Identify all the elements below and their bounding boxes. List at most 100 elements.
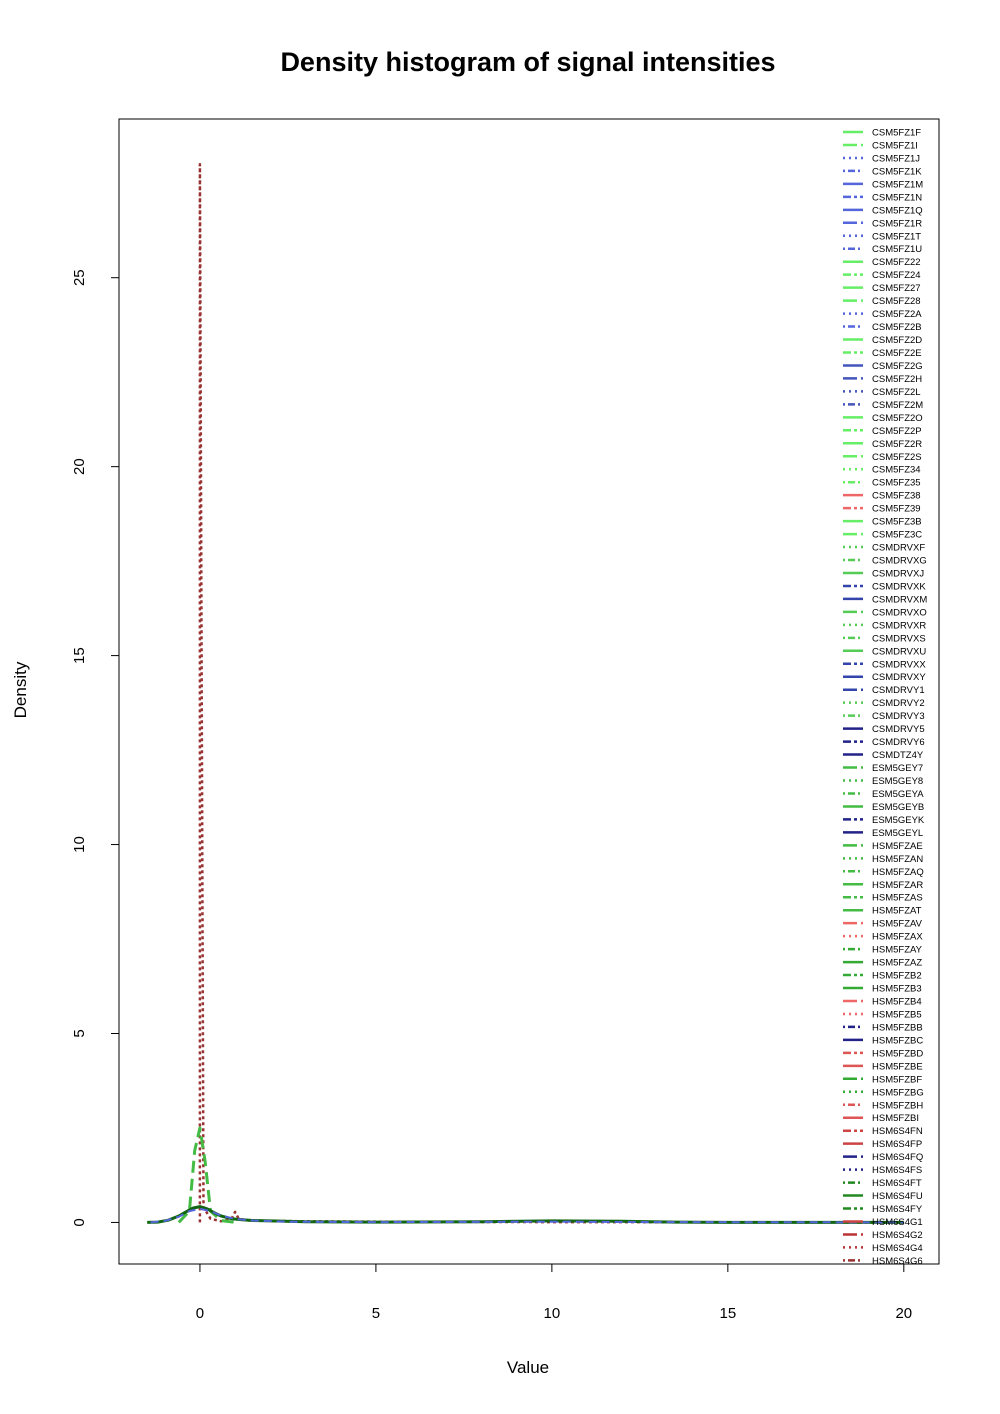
legend-label: HSM5FZB3 xyxy=(872,984,922,995)
series-line-CSMDRVXM xyxy=(150,1207,904,1224)
legend-label: CSM5FZ2R xyxy=(872,439,922,450)
legend-label: HSM5FZBD xyxy=(872,1048,923,1059)
plot-frame xyxy=(118,118,940,1265)
legend-label: CSMDRVY5 xyxy=(872,724,925,735)
legend-label: CSM5FZ2O xyxy=(872,413,923,424)
legend-label: HSM5FZAQ xyxy=(872,867,924,878)
legend-label: CSM5FZ1M xyxy=(872,179,923,190)
legend-label: HSM6S4G4 xyxy=(872,1243,923,1254)
legend-label: HSM6S4FU xyxy=(872,1191,923,1202)
series-lines xyxy=(147,163,904,1224)
chart-title: Density histogram of signal intensities xyxy=(280,47,775,77)
legend-label: HSM6S4FY xyxy=(872,1204,923,1215)
legend-label: CSM5FZ1T xyxy=(872,231,921,242)
legend-label: CSM5FZ27 xyxy=(872,283,921,294)
legend-label: CSMDRVY2 xyxy=(872,698,925,709)
legend-label: CSM5FZ1F xyxy=(872,128,921,139)
legend-label: HSM5FZAY xyxy=(872,945,923,956)
legend-label: CSMDRVXU xyxy=(872,646,926,657)
legend-label: CSMDRVXO xyxy=(872,607,927,618)
legend-label: CSMDRVXR xyxy=(872,620,926,631)
x-axis-label: Value xyxy=(507,1358,549,1377)
legend-label: HSM5FZBH xyxy=(872,1100,923,1111)
x-tick-label: 20 xyxy=(895,1305,912,1322)
legend-label: HSM5FZAS xyxy=(872,893,923,904)
legend-label: CSM5FZ1R xyxy=(872,218,922,229)
legend-label: CSM5FZ2P xyxy=(872,426,922,437)
legend-label: CSM5FZ28 xyxy=(872,296,921,307)
legend-label: HSM5FZBG xyxy=(872,1087,924,1098)
legend-label: HSM5FZBB xyxy=(872,1022,923,1033)
legend-label: ESM5GEYL xyxy=(872,828,923,839)
y-tick-label: 5 xyxy=(71,1029,88,1037)
y-tick-label: 20 xyxy=(71,458,88,475)
legend-label: HSM5FZBC xyxy=(872,1035,923,1046)
legend-label: HSM5FZAZ xyxy=(872,958,922,969)
legend-label: CSM5FZ24 xyxy=(872,270,921,281)
y-tick-label: 15 xyxy=(71,647,88,664)
legend-label: HSM5FZAR xyxy=(872,880,923,891)
legend-label: CSM5FZ2H xyxy=(872,374,922,385)
legend-label: CSMDTZ4Y xyxy=(872,750,924,761)
legend-label: HSM5FZAE xyxy=(872,841,923,852)
legend-label: HSM6S4FQ xyxy=(872,1152,923,1163)
legend-label: CSM5FZ1J xyxy=(872,153,920,164)
legend-label: CSM5FZ22 xyxy=(872,257,921,268)
legend-label: CSM5FZ2B xyxy=(872,322,922,333)
y-axis-label: Density xyxy=(11,661,30,718)
legend-label: HSM5FZAN xyxy=(872,854,923,865)
legend-label: CSM5FZ2D xyxy=(872,335,922,346)
legend-label: HSM5FZAX xyxy=(872,932,923,943)
legend-label: CSMDRVXJ xyxy=(872,568,924,579)
legend-label: ESM5GEY8 xyxy=(872,776,923,787)
legend-label: CSMDRVXK xyxy=(872,581,926,592)
legend-label: CSM5FZ2L xyxy=(872,387,921,398)
legend-label: CSMDRVXS xyxy=(872,633,926,644)
legend-label: CSMDRVXG xyxy=(872,556,927,567)
legend-label: CSM5FZ2S xyxy=(872,452,922,463)
legend-label: CSMDRVXF xyxy=(872,543,925,554)
series-line-HSM5FZB3 xyxy=(177,1126,236,1224)
legend-label: CSMDRVXX xyxy=(872,659,926,670)
legend-label: CSM5FZ34 xyxy=(872,465,921,476)
legend-label: CSMDRVY1 xyxy=(872,685,925,696)
legend-label: CSM5FZ2A xyxy=(872,309,922,320)
legend-label: HSM5FZAV xyxy=(872,919,923,930)
legend-label: CSMDRVXY xyxy=(872,672,926,683)
legend-label: HSM6S4G2 xyxy=(872,1230,923,1241)
legend-label: CSM5FZ2M xyxy=(872,400,923,411)
y-tick-label: 10 xyxy=(71,836,88,853)
legend-label: ESM5GEYK xyxy=(872,815,925,826)
legend-label: HSM5FZB5 xyxy=(872,1009,922,1020)
legend-label: ESM5GEYA xyxy=(872,789,924,800)
legend-label: ESM5GEY7 xyxy=(872,763,923,774)
legend-label: CSMDRVXM xyxy=(872,594,927,605)
legend-label: HSM6S4G6 xyxy=(872,1256,923,1267)
x-tick-label: 5 xyxy=(372,1305,380,1322)
legend-label: HSM5FZB2 xyxy=(872,971,922,982)
x-tick-label: 0 xyxy=(196,1305,204,1322)
legend-label: CSM5FZ1K xyxy=(872,166,922,177)
x-tick-label: 10 xyxy=(544,1305,561,1322)
legend-label: CSM5FZ2E xyxy=(872,348,922,359)
legend-label: CSMDRVY6 xyxy=(872,737,925,748)
y-tick-label: 25 xyxy=(71,269,88,286)
legend-label: ESM5GEYB xyxy=(872,802,924,813)
legend-label: HSM5FZB4 xyxy=(872,996,922,1007)
legend-label: CSM5FZ2G xyxy=(872,361,923,372)
legend-label: CSM5FZ3B xyxy=(872,517,922,528)
legend-label: HSM5FZBE xyxy=(872,1061,923,1072)
legend-label: HSM5FZBF xyxy=(872,1074,922,1085)
legend-label: HSM6S4FT xyxy=(872,1178,922,1189)
legend-label: CSMDRVY3 xyxy=(872,711,925,722)
legend-label: CSM5FZ1U xyxy=(872,244,922,255)
legend-label: HSM6S4FP xyxy=(872,1139,922,1150)
legend-label: CSM5FZ39 xyxy=(872,504,921,515)
legend-label: CSM5FZ38 xyxy=(872,491,921,502)
legend-label: HSM5FZAT xyxy=(872,906,922,917)
legend-label: CSM5FZ1N xyxy=(872,192,922,203)
legend-label: HSM6S4FS xyxy=(872,1165,922,1176)
